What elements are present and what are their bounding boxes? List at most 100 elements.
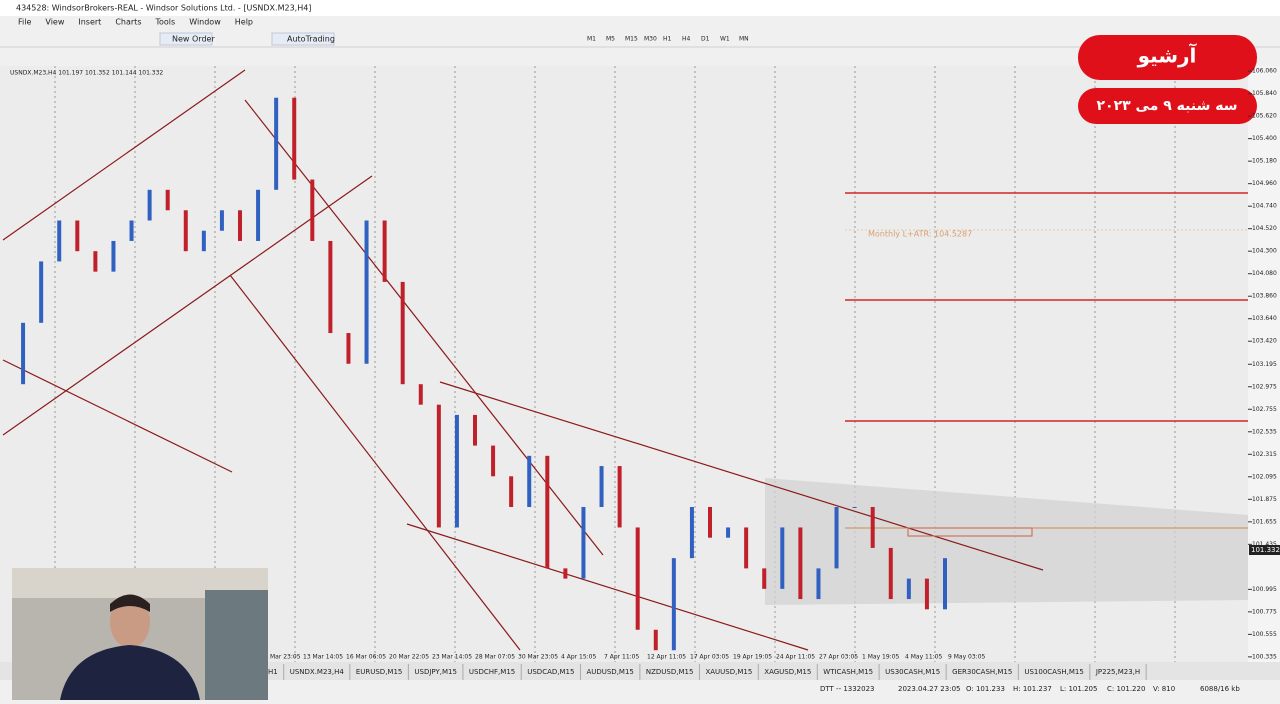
timeframe-button[interactable]: M30 xyxy=(644,36,657,43)
autotrading-button[interactable] xyxy=(271,32,335,46)
timeframe-button[interactable]: D1 xyxy=(701,36,710,43)
tab[interactable]: USDJPY,M15 xyxy=(414,668,457,676)
candle xyxy=(906,578,911,600)
status-field: 6088/16 kb xyxy=(1200,685,1240,693)
price-label: 101.655 xyxy=(1252,518,1277,525)
price-label: 104.960 xyxy=(1252,180,1277,187)
zone-box xyxy=(907,527,1033,537)
candle xyxy=(888,547,893,600)
timeframe-button[interactable]: M5 xyxy=(606,36,615,43)
candle xyxy=(870,506,875,548)
price-label: 100.775 xyxy=(1252,608,1277,615)
price-label: 104.300 xyxy=(1252,248,1277,255)
tab[interactable]: US30CASH,M15 xyxy=(885,668,940,676)
candle xyxy=(509,476,514,507)
candle xyxy=(943,558,947,610)
price-label: 105.180 xyxy=(1252,158,1277,165)
tab[interactable]: EURUSD,M15 xyxy=(356,668,403,676)
candle xyxy=(147,189,152,221)
candle xyxy=(328,240,333,334)
status-field: C: 101.220 xyxy=(1107,685,1145,693)
tab[interactable]: GER30CASH,M15 xyxy=(952,668,1012,676)
candle xyxy=(726,527,731,538)
menu-item[interactable]: View xyxy=(45,18,64,27)
menu-item[interactable]: Tools xyxy=(154,18,175,27)
timeframe-button[interactable]: H4 xyxy=(682,36,691,43)
status-field: L: 101.205 xyxy=(1060,685,1097,693)
overlay-date: سه شنبه ۹ می ۲۰۲۳ xyxy=(1096,98,1237,114)
status-field: V: 810 xyxy=(1153,685,1175,693)
chart-info: USNDX.M23,H4 101.197 101.352 101.144 101… xyxy=(10,70,163,77)
title-bar xyxy=(0,0,1280,16)
candle xyxy=(599,466,604,507)
price-label: 105.620 xyxy=(1252,113,1277,120)
candle xyxy=(454,414,459,528)
date-label: 30 Mar 23:05 xyxy=(518,654,558,661)
timeframe-button[interactable]: M1 xyxy=(587,36,596,43)
candle xyxy=(364,220,369,364)
window-title: 434528: WindsorBrokers-REAL - Windsor So… xyxy=(16,4,311,13)
candle xyxy=(219,210,224,231)
tab[interactable]: US100CASH,M15 xyxy=(1024,668,1083,676)
status-field: H: 101.237 xyxy=(1013,685,1052,693)
overlay-badge xyxy=(1078,35,1257,80)
new-order-button[interactable] xyxy=(159,32,213,46)
candle xyxy=(292,97,297,180)
candle xyxy=(581,506,586,579)
candle xyxy=(924,578,929,610)
date-label: 1 May 19:05 xyxy=(862,654,900,661)
candle xyxy=(635,527,640,630)
date-label: 20 Mar 22:05 xyxy=(389,654,429,661)
candle xyxy=(418,384,423,405)
candle xyxy=(274,97,279,190)
candle xyxy=(545,455,550,569)
candle xyxy=(653,629,658,651)
candle xyxy=(39,261,44,323)
menu-item[interactable]: Charts xyxy=(115,18,141,27)
menu-item[interactable]: File xyxy=(18,18,31,27)
candle xyxy=(689,506,694,559)
candle xyxy=(852,506,857,508)
status-bar xyxy=(0,680,1280,700)
price-label: 101.875 xyxy=(1252,496,1277,503)
tab[interactable]: H1 xyxy=(268,668,278,676)
menu-item[interactable]: Window xyxy=(189,18,221,27)
price-label: 102.755 xyxy=(1252,406,1277,413)
tab[interactable]: USDCHF,M15 xyxy=(469,668,515,676)
menu-item[interactable]: Help xyxy=(235,18,253,27)
timeframe-button[interactable]: W1 xyxy=(720,36,730,43)
menu-item[interactable]: Insert xyxy=(78,18,101,27)
price-label: 104.740 xyxy=(1252,203,1277,210)
candle xyxy=(491,445,496,477)
price-label: 104.520 xyxy=(1252,225,1277,232)
date-label: 24 Apr 11:05 xyxy=(776,654,815,661)
timeframe-button[interactable]: H1 xyxy=(663,36,672,43)
candle xyxy=(57,220,62,262)
tab[interactable]: NZDUSD,M15 xyxy=(646,668,694,676)
tab[interactable]: WTICASH,M15 xyxy=(823,668,873,676)
tab[interactable]: USDCAD,M15 xyxy=(527,668,574,676)
autotrading-label: AutoTrading xyxy=(287,35,335,44)
tab[interactable]: USNDX.M23,H4 xyxy=(290,668,345,676)
date-label: 27 Apr 03:05 xyxy=(819,654,858,661)
candle xyxy=(671,558,676,651)
price-label: 100.335 xyxy=(1252,653,1277,660)
tab[interactable]: XAUUSD,M15 xyxy=(705,668,752,676)
price-label: 103.860 xyxy=(1252,293,1277,300)
timeframe-button[interactable]: MN xyxy=(739,36,749,43)
price-label: 102.315 xyxy=(1252,451,1277,458)
tab[interactable]: XAGUSD,M15 xyxy=(764,668,811,676)
status-field: O: 101.233 xyxy=(966,685,1005,693)
candle xyxy=(473,414,477,446)
candle xyxy=(129,220,134,241)
price-label: 101.435 xyxy=(1252,541,1277,548)
price-label: 103.640 xyxy=(1252,315,1277,322)
timeframe-button[interactable]: M15 xyxy=(625,36,638,43)
new-order-label: New Order xyxy=(172,35,215,44)
candle xyxy=(183,210,188,252)
tab[interactable]: AUDUSD,M15 xyxy=(586,668,633,676)
current-price: 101.332 xyxy=(1251,546,1280,554)
tab[interactable]: JP225,M23,H xyxy=(1095,668,1140,676)
date-label: 9 May 03:05 xyxy=(948,654,986,661)
